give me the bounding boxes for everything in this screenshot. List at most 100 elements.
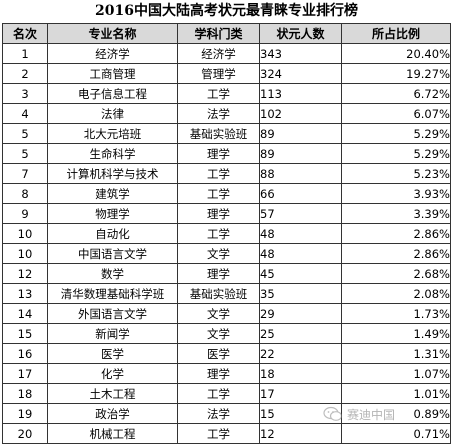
table-row: 5 北大元培班 基础实验班 89 5.29%: [2, 123, 451, 144]
cell-count: 15: [259, 403, 342, 424]
cell-pct: 5.29%: [341, 123, 451, 144]
cell-pct: 2.86%: [341, 223, 451, 244]
cell-pct: 19.27%: [341, 63, 451, 84]
cell-major: 化学: [47, 363, 178, 384]
cell-rank: 20: [2, 423, 48, 444]
cell-rank: 7: [2, 163, 48, 184]
cell-rank: 5: [2, 143, 48, 164]
cell-category: 工学: [177, 83, 260, 104]
table-row: 4 法律 法学 102 6.07%: [2, 103, 451, 124]
header-category: 学科门类: [177, 23, 260, 44]
cell-count: 35: [259, 283, 342, 304]
table-row: 7 计算机科学与技术 工学 88 5.23%: [2, 163, 451, 184]
table-row: 10 自动化 工学 48 2.86%: [2, 223, 451, 244]
cell-rank: 5: [2, 123, 48, 144]
table-row: 16 医学 医学 22 1.31%: [2, 343, 451, 364]
cell-category: 法学: [177, 103, 260, 124]
cell-pct: 1.73%: [341, 303, 451, 324]
cell-major: 物理学: [47, 203, 178, 224]
table-row: 14 外国语言文学 文学 29 1.73%: [2, 303, 451, 324]
table-title: 2016中国大陆高考状元最青睐专业排行榜: [95, 3, 358, 19]
cell-rank: 10: [2, 243, 48, 264]
cell-major: 机械工程: [47, 423, 178, 444]
cell-pct: 1.49%: [341, 323, 451, 344]
cell-major: 数学: [47, 263, 178, 284]
cell-major: 自动化: [47, 223, 178, 244]
cell-category: 基础实验班: [177, 283, 260, 304]
cell-rank: 14: [2, 303, 48, 324]
header-pct: 所占比例: [341, 23, 451, 44]
cell-major: 新闻学: [47, 323, 178, 344]
cell-category: 工学: [177, 383, 260, 404]
cell-major: 外国语言文学: [47, 303, 178, 324]
cell-category: 工学: [177, 223, 260, 244]
cell-count: 343: [259, 43, 342, 64]
cell-pct: 5.29%: [341, 143, 451, 164]
table-row: 19 政治学 法学 15 0.89%: [2, 403, 451, 424]
cell-major: 工商管理: [47, 63, 178, 84]
cell-rank: 8: [2, 183, 48, 204]
cell-count: 29: [259, 303, 342, 324]
cell-category: 工学: [177, 163, 260, 184]
cell-major: 生命科学: [47, 143, 178, 164]
cell-count: 89: [259, 123, 342, 144]
cell-major: 土木工程: [47, 383, 178, 404]
cell-count: 113: [259, 83, 342, 104]
header-major: 专业名称: [47, 23, 178, 44]
table-row: 1 经济学 经济学 343 20.40%: [2, 43, 451, 64]
cell-pct: 0.89%: [341, 403, 451, 424]
cell-major: 政治学: [47, 403, 178, 424]
table-row: 20 机械工程 工学 12 0.71%: [2, 423, 451, 444]
cell-rank: 2: [2, 63, 48, 84]
cell-category: 法学: [177, 403, 260, 424]
cell-major: 建筑学: [47, 183, 178, 204]
cell-category: 经济学: [177, 43, 260, 64]
ranking-table: 名次 专业名称 学科门类 状元人数 所占比例 1 经济学 经济学 343 20.40% 2…: [2, 23, 451, 444]
cell-count: 18: [259, 363, 342, 384]
cell-pct: 2.08%: [341, 283, 451, 304]
cell-count: 17: [259, 383, 342, 404]
cell-rank: 16: [2, 343, 48, 364]
cell-category: 文学: [177, 323, 260, 344]
cell-rank: 10: [2, 223, 48, 244]
cell-category: 理学: [177, 143, 260, 164]
table-row: 15 新闻学 文学 25 1.49%: [2, 323, 451, 344]
cell-pct: 0.71%: [341, 423, 451, 444]
cell-major: 中国语言文学: [47, 243, 178, 264]
cell-major: 经济学: [47, 43, 178, 64]
header-count: 状元人数: [259, 23, 342, 44]
table-row: 9 物理学 理学 57 3.39%: [2, 203, 451, 224]
cell-count: 48: [259, 243, 342, 264]
cell-rank: 3: [2, 83, 48, 104]
cell-major: 电子信息工程: [47, 83, 178, 104]
cell-pct: 6.72%: [341, 83, 451, 104]
cell-pct: 5.23%: [341, 163, 451, 184]
cell-pct: 1.01%: [341, 383, 451, 404]
cell-category: 工学: [177, 183, 260, 204]
cell-category: 基础实验班: [177, 123, 260, 144]
cell-major: 北大元培班: [47, 123, 178, 144]
cell-category: 工学: [177, 423, 260, 444]
cell-pct: 1.07%: [341, 363, 451, 384]
cell-count: 22: [259, 343, 342, 364]
table-row: 18 土木工程 工学 17 1.01%: [2, 383, 451, 404]
cell-count: 45: [259, 263, 342, 284]
cell-count: 89: [259, 143, 342, 164]
cell-count: 12: [259, 423, 342, 444]
cell-count: 57: [259, 203, 342, 224]
table-row: 13 清华数理基础科学班 基础实验班 35 2.08%: [2, 283, 451, 304]
cell-major: 清华数理基础科学班: [47, 283, 178, 304]
cell-rank: 18: [2, 383, 48, 404]
cell-rank: 15: [2, 323, 48, 344]
cell-rank: 4: [2, 103, 48, 124]
cell-rank: 13: [2, 283, 48, 304]
cell-count: 102: [259, 103, 342, 124]
table-row: 3 电子信息工程 工学 113 6.72%: [2, 83, 451, 104]
cell-rank: 9: [2, 203, 48, 224]
cell-category: 理学: [177, 203, 260, 224]
cell-pct: 2.86%: [341, 243, 451, 264]
cell-category: 理学: [177, 363, 260, 384]
table-row: 2 工商管理 管理学 324 19.27%: [2, 63, 451, 84]
cell-pct: 1.31%: [341, 343, 451, 364]
cell-pct: 2.68%: [341, 263, 451, 284]
